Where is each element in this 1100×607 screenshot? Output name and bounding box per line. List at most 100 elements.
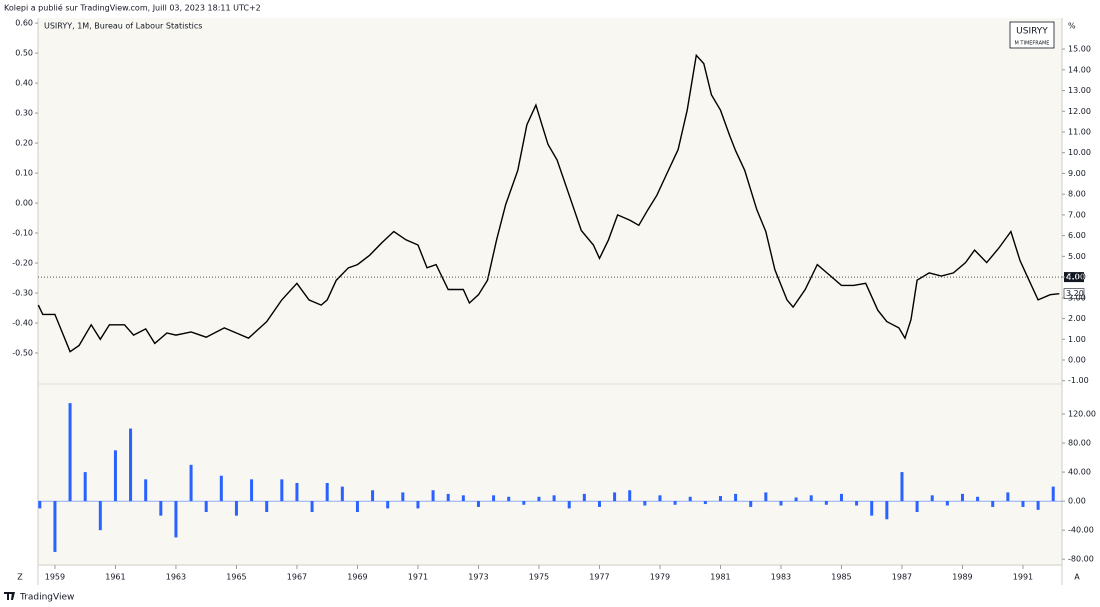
- y-tick-label: 8.00: [1068, 190, 1086, 199]
- histogram-bar: [824, 501, 828, 505]
- last-value-badge: [1063, 288, 1085, 299]
- histogram-bar: [144, 479, 148, 502]
- legend-label: USIRYY: [1016, 27, 1048, 37]
- histogram-bar: [613, 492, 617, 502]
- histogram-bar: [371, 490, 375, 502]
- y-tick-label: 11.00: [1068, 127, 1091, 136]
- histogram-bar: [628, 490, 632, 502]
- histogram-bar: [870, 501, 874, 516]
- histogram-bar: [129, 428, 133, 502]
- x-tick-label: 1975: [529, 573, 549, 582]
- histogram-bar: [885, 501, 889, 520]
- histogram-bar: [280, 479, 284, 502]
- x-tick-label: 1977: [589, 573, 609, 582]
- histogram-bar: [431, 490, 435, 502]
- histogram-bar: [113, 450, 117, 502]
- histogram-bar: [915, 501, 919, 513]
- y-tick-label: 0.00: [1068, 355, 1086, 364]
- chart-title: USIRYY, 1M, Bureau of Labour Statistics: [44, 22, 202, 31]
- histogram-bar: [734, 493, 738, 502]
- corner-right: A: [1074, 573, 1080, 582]
- y-tick-label: 0.00: [15, 199, 33, 208]
- histogram-bar: [386, 501, 390, 509]
- histogram-bar: [688, 496, 692, 502]
- last-value-label: 3.20: [1066, 289, 1084, 298]
- byline: Kolepi a publié sur TradingView.com, Jui…: [4, 3, 261, 13]
- histogram-bar: [53, 501, 57, 552]
- y-tick-label: 0.20: [15, 139, 33, 148]
- x-tick-label: 1983: [771, 573, 791, 582]
- x-tick-label: 1989: [952, 573, 972, 582]
- y-tick-label: 0.10: [15, 169, 33, 178]
- histogram-bar: [492, 495, 496, 502]
- histogram-bar: [567, 501, 571, 509]
- histogram-bar: [945, 501, 949, 506]
- footer-brand: TradingView: [19, 593, 74, 603]
- histogram-bar: [552, 495, 556, 502]
- histogram-bar: [537, 496, 541, 502]
- reference-label: 4.00: [1066, 273, 1086, 282]
- histogram-bar: [855, 501, 859, 506]
- histogram-bar: [295, 482, 299, 502]
- histogram-bar: [1021, 501, 1025, 507]
- legend-box: [1009, 21, 1055, 49]
- x-tick-label: 1985: [831, 573, 851, 582]
- legend-sublabel: M TIMEFRAME: [1015, 41, 1050, 47]
- x-tick-label: 1963: [166, 573, 186, 582]
- histogram-bar: [219, 475, 223, 502]
- y-tick-label: -80.00: [1068, 555, 1094, 564]
- brand-logo: [4, 592, 15, 600]
- y-tick-label: 14.00: [1068, 65, 1091, 74]
- histogram-bar: [658, 495, 662, 502]
- y-tick-label: 6.00: [1068, 231, 1086, 240]
- histogram-bar: [204, 501, 208, 513]
- y-tick-label: 0.40: [15, 79, 33, 88]
- histogram-bar: [461, 495, 465, 502]
- histogram-bar: [991, 501, 995, 507]
- y-tick-label: 3.00: [1068, 293, 1086, 302]
- x-tick-label: 1961: [105, 573, 125, 582]
- histogram-bar: [355, 501, 359, 513]
- x-tick-label: 1969: [347, 573, 367, 582]
- histogram-bar: [401, 492, 405, 502]
- y-tick-label: 0.50: [15, 49, 33, 58]
- x-tick-label: 1981: [710, 573, 730, 582]
- y-tick-label: 2.00: [1068, 314, 1086, 323]
- histogram-bar: [749, 501, 753, 507]
- y-tick-label: -0.20: [12, 259, 33, 268]
- panel-bg: [38, 18, 1062, 565]
- histogram-bar: [250, 479, 254, 502]
- histogram-bar: [68, 403, 72, 502]
- y-tick-label: 9.00: [1068, 169, 1086, 178]
- y-tick-label: 7.00: [1068, 210, 1086, 219]
- price-line: [37, 53, 1060, 353]
- y-tick-label: 1.00: [1068, 335, 1086, 344]
- histogram-bar: [1051, 486, 1055, 502]
- histogram-bar: [98, 501, 102, 531]
- histogram-bar: [38, 501, 42, 509]
- y-tick-label: 5.00: [1068, 252, 1086, 261]
- histogram-bar: [189, 464, 193, 502]
- y-tick-label: 10.00: [1068, 148, 1091, 157]
- histogram-bar: [960, 493, 964, 502]
- unit-label: %: [1068, 22, 1076, 31]
- x-tick-label: 1987: [892, 573, 912, 582]
- x-tick-label: 1979: [650, 573, 670, 582]
- y-tick-label: 4.00: [1068, 273, 1086, 282]
- histogram-bar: [310, 501, 314, 513]
- x-tick-label: 1973: [468, 573, 488, 582]
- histogram-bar: [703, 501, 707, 505]
- y-tick-label: 13.00: [1068, 86, 1091, 95]
- histogram-bar: [159, 501, 163, 516]
- histogram-bar: [325, 482, 329, 502]
- histogram-bar: [900, 472, 904, 502]
- histogram-bar: [507, 496, 511, 502]
- histogram-bar: [779, 501, 783, 506]
- histogram-bar: [446, 493, 450, 502]
- x-tick-label: 1971: [408, 573, 428, 582]
- y-tick-label: 80.00: [1068, 439, 1091, 448]
- x-tick-label: 1967: [287, 573, 307, 582]
- y-tick-label: 120.00: [1068, 410, 1096, 419]
- histogram-bar: [265, 501, 269, 513]
- histogram-bar: [83, 472, 87, 502]
